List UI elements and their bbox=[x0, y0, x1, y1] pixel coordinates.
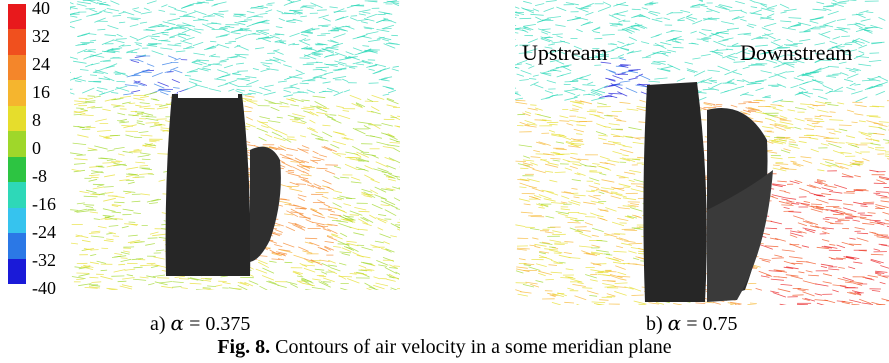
velocity-legend: 40 32 24 16 8 0 -8 -16 -24 -32 -40 bbox=[4, 0, 64, 298]
hub-shape bbox=[250, 146, 281, 262]
caption-a-symbol: α bbox=[170, 311, 185, 335]
legend-swatch bbox=[8, 233, 26, 260]
panel-b-vector-plot bbox=[515, 0, 889, 305]
legend-tick-label: -8 bbox=[32, 166, 47, 186]
caption-a-value: = 0.375 bbox=[189, 313, 251, 335]
panel-a-velocity-field bbox=[70, 0, 400, 290]
legend-swatch bbox=[8, 182, 26, 209]
legend-swatch bbox=[8, 131, 26, 158]
figure-caption: Fig. 8. Contours of air velocity in a so… bbox=[0, 336, 889, 359]
legend-tick-label: -16 bbox=[32, 194, 56, 214]
caption-b-value: = 0.75 bbox=[686, 313, 738, 335]
panel-b-velocity-field bbox=[515, 0, 889, 305]
figure-text: Contours of air velocity in a some merid… bbox=[270, 336, 672, 358]
panel-a-vector-plot bbox=[70, 0, 400, 290]
velocity-vectors bbox=[515, 0, 889, 305]
legend-tick-label: 32 bbox=[32, 26, 50, 46]
legend-tick-label: -40 bbox=[32, 278, 56, 298]
caption-a: a) α = 0.375 bbox=[150, 311, 250, 336]
legend-tick-label: -24 bbox=[32, 222, 56, 242]
legend-tick-label: 8 bbox=[32, 110, 41, 130]
caption-b-symbol: α bbox=[667, 311, 682, 335]
legend-swatch bbox=[8, 207, 26, 234]
legend-swatch bbox=[8, 29, 26, 56]
blade-root-shape bbox=[707, 170, 773, 302]
caption-b-prefix: b) bbox=[646, 313, 663, 335]
caption-b: b) α = 0.75 bbox=[646, 311, 737, 336]
figure-label: Fig. 8. bbox=[217, 336, 271, 358]
legend-tick-label: -32 bbox=[32, 250, 56, 270]
legend-tick-label: 0 bbox=[32, 138, 41, 158]
legend-swatch bbox=[8, 105, 26, 132]
legend-swatch bbox=[8, 80, 26, 107]
rotor-blade-shape bbox=[165, 94, 251, 276]
legend-tick-label: 16 bbox=[32, 82, 50, 102]
legend-tick-label: 24 bbox=[32, 54, 50, 74]
legend-swatch bbox=[8, 54, 26, 81]
rotor-blade-shape bbox=[643, 82, 707, 302]
blade-tip-highlight bbox=[178, 92, 238, 98]
legend-tick-label: 40 bbox=[32, 0, 50, 18]
downstream-label: Downstream bbox=[740, 40, 853, 65]
caption-a-prefix: a) bbox=[150, 313, 166, 335]
legend-swatch bbox=[8, 4, 26, 30]
upstream-label: Upstream bbox=[522, 40, 608, 65]
legend-swatch bbox=[8, 258, 26, 285]
legend-swatch bbox=[8, 156, 26, 183]
